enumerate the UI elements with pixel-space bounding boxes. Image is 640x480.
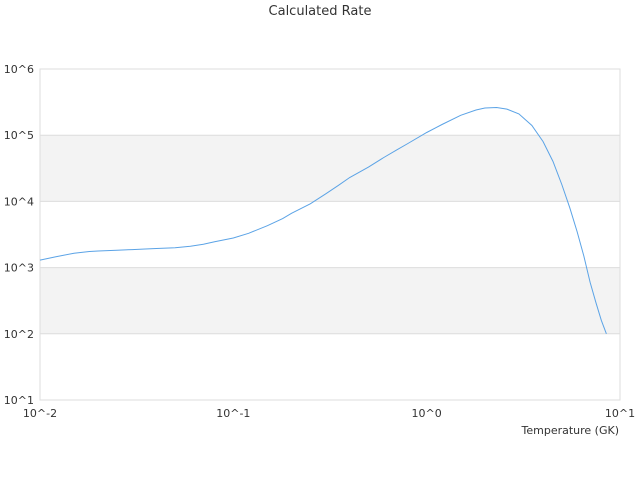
chart-title: Calculated Rate [268,4,372,19]
y-tick-label: 10^2 [4,328,34,341]
y-tick-label: 10^6 [4,63,34,76]
x-axis-label: Temperature (GK) [521,424,620,437]
y-tick-label: 10^4 [4,195,34,208]
x-tick-label: 10^1 [605,407,635,420]
y-tick-label: 10^3 [4,262,34,275]
x-tick-label: 10^-2 [23,407,57,420]
x-tick-label: 10^-1 [216,407,250,420]
y-tick-label: 10^1 [4,394,34,407]
rate-series-line [39,106,607,334]
plot-frame [39,68,621,401]
grid-band [40,267,620,334]
x-tick-label: 10^0 [412,407,442,420]
y-tick-label: 10^5 [4,129,34,142]
